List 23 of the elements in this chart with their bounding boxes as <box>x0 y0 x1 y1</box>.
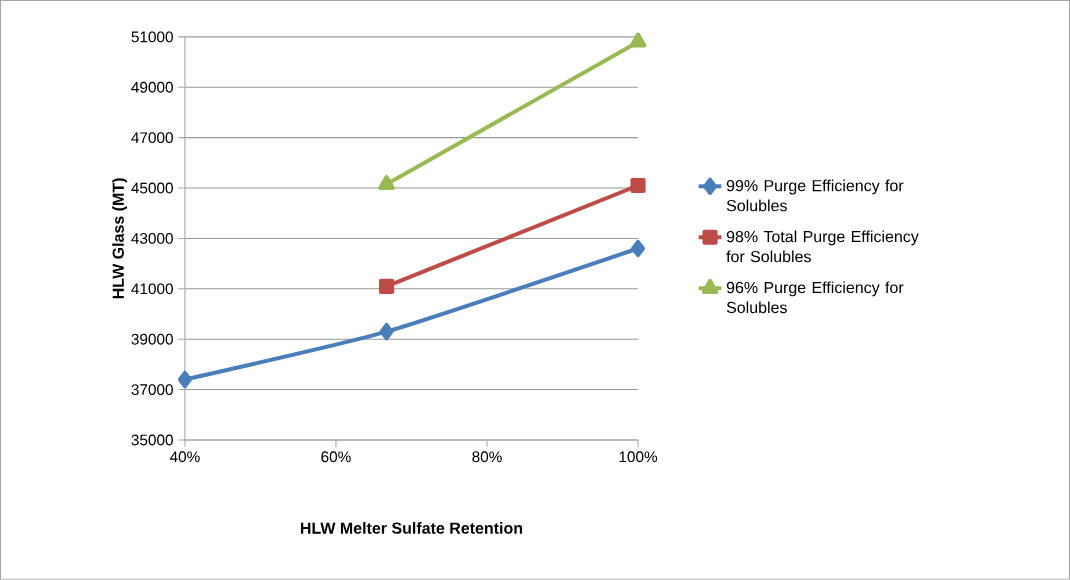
x-axis-title: HLW Melter Sulfate Retention <box>300 522 523 534</box>
y-tick-label: 47000 <box>131 132 173 144</box>
x-tick-label: 60% <box>321 451 351 463</box>
point <box>177 370 192 389</box>
x-tick-label: 40% <box>169 451 200 463</box>
y-tick-label: 39000 <box>131 333 173 345</box>
legend-label: 99% Purge Efficiency for Solubles <box>726 179 904 212</box>
y-tick-label: 51000 <box>131 31 173 43</box>
y-tick-label: 43000 <box>131 233 173 244</box>
legend-label: 98% Total Purge Efficiency for Solubles <box>726 230 919 263</box>
y-tick-label: 37000 <box>131 384 173 396</box>
y-tick-label: 49000 <box>131 81 173 93</box>
x-tick-label: 80% <box>472 451 502 463</box>
point <box>630 177 646 194</box>
point <box>379 323 394 341</box>
point <box>378 278 395 294</box>
y-axis-title: HLW Glass (MT) <box>112 178 128 299</box>
x-tick-label: 100% <box>619 451 658 463</box>
y-tick-label: 45000 <box>131 182 173 194</box>
y-tick-label: 35000 <box>131 434 173 446</box>
point <box>631 239 646 258</box>
y-tick-label: 41000 <box>131 283 173 295</box>
legend-label: 96% Purge Efficiency for Solubles <box>726 281 904 314</box>
